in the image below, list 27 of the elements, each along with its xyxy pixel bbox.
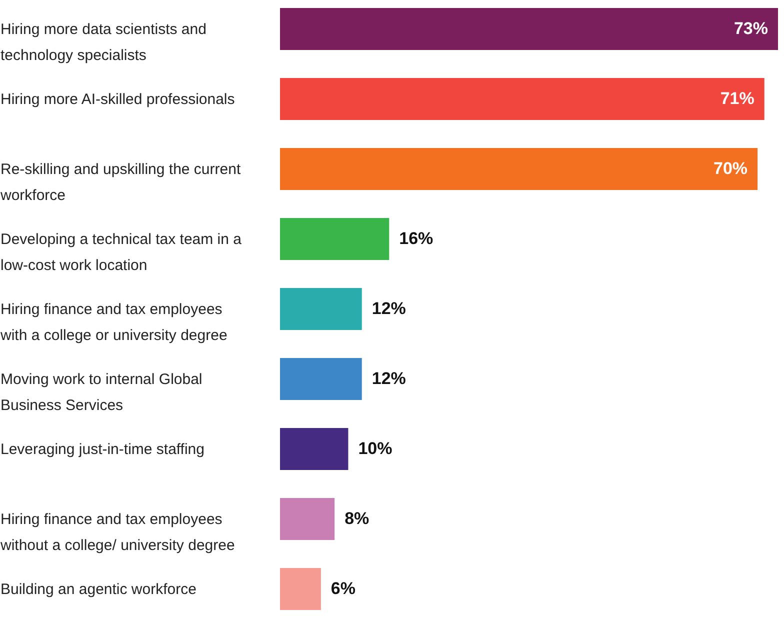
data-label: 6% (330, 579, 356, 598)
data-label: 71% (720, 89, 754, 108)
data-label: 73% (734, 19, 768, 38)
y-tick-label: Hiring more AI-skilled professionals (0, 91, 235, 108)
bar (280, 218, 390, 260)
y-tick-label: Hiring more data scientists and technology specialists (0, 21, 206, 64)
bar (280, 78, 764, 120)
y-tick-label: Re-skilling and upskilling the current workforce (0, 161, 242, 204)
y-tick-label: Developing a technical tax team in a low-cost work location (0, 231, 242, 274)
y-tick-label: Hiring finance and tax employees with a college or university degree (0, 301, 228, 344)
data-label: 10% (358, 439, 392, 458)
bar (280, 288, 362, 330)
y-tick-label: Building an agentic workforce (0, 581, 196, 598)
data-label: 12% (372, 299, 406, 318)
data-label: 12% (372, 369, 406, 388)
y-tick-label: Moving work to internal Global Business Services (0, 371, 202, 414)
bar (280, 498, 335, 540)
bar (280, 8, 778, 50)
bar (280, 568, 321, 610)
y-tick-label: Leveraging just-in-time staffing (0, 441, 204, 458)
bar (280, 358, 362, 400)
y-tick-label: Hiring finance and tax employees without a college/ university degree (0, 511, 235, 554)
data-label: 70% (714, 159, 748, 178)
data-label: 8% (344, 509, 370, 528)
bar (280, 428, 348, 470)
bar (280, 148, 758, 190)
data-label: 16% (399, 229, 434, 248)
